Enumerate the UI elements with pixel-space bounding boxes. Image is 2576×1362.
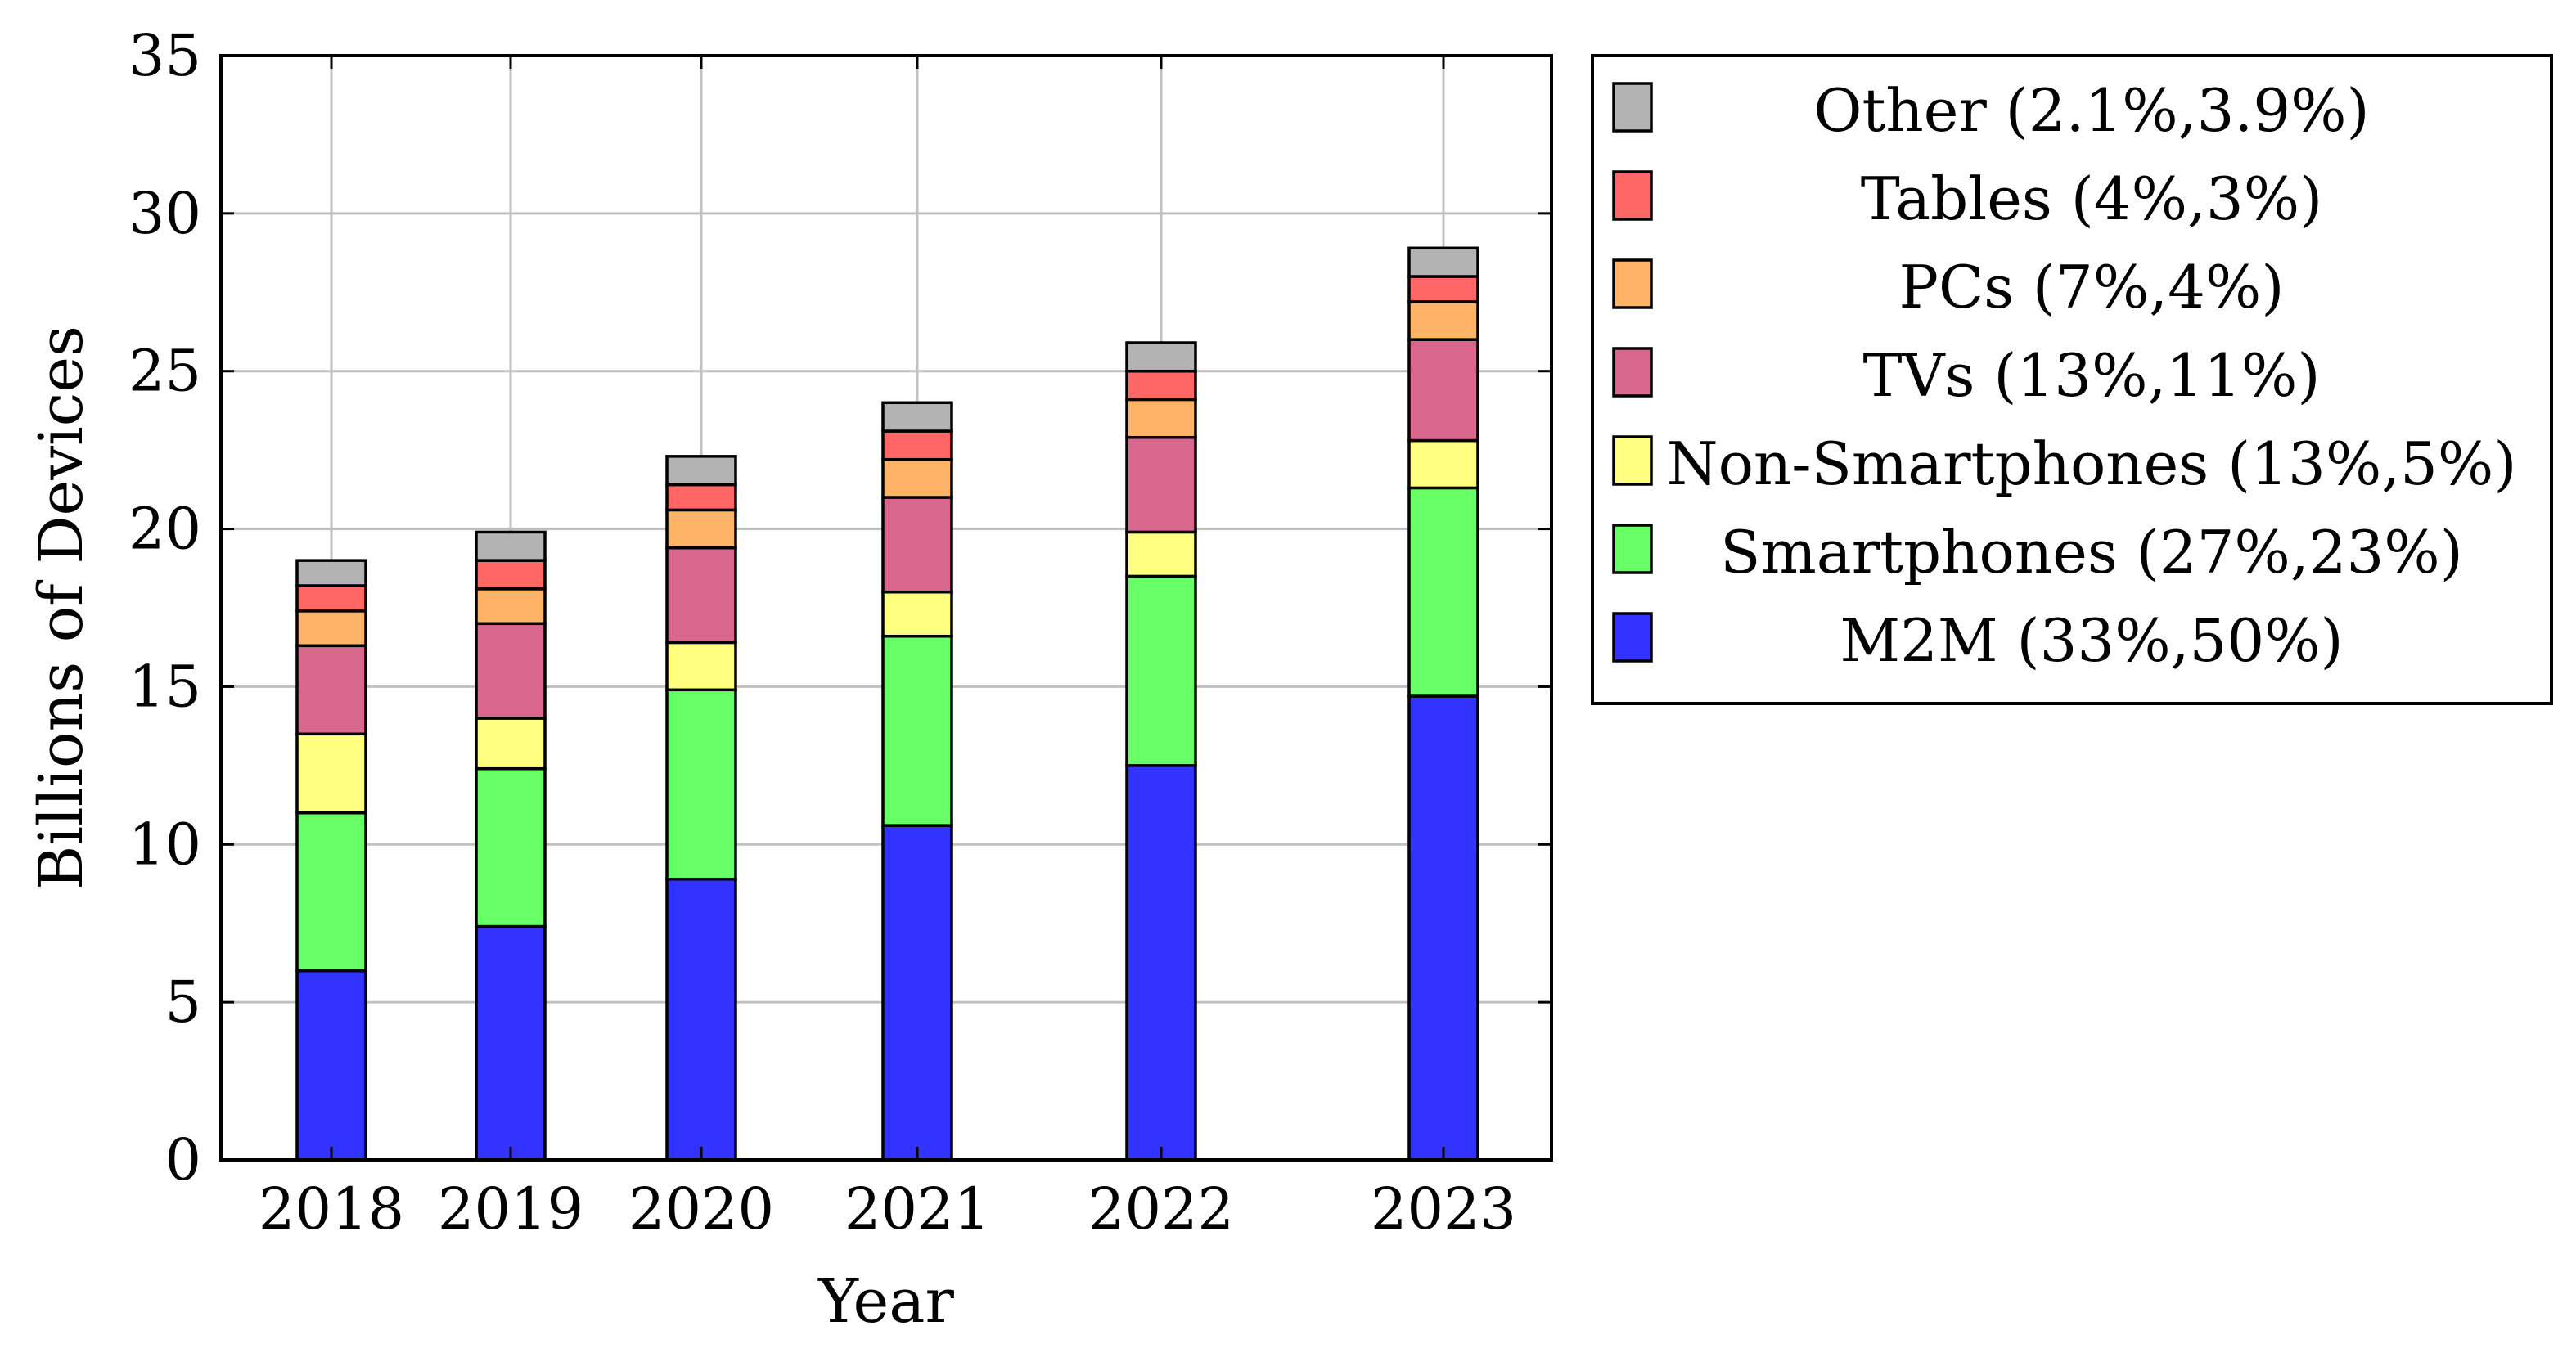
bar-segment — [1125, 530, 1197, 578]
x-tick-label: 2020 — [628, 1175, 774, 1243]
bar-segment — [665, 688, 737, 881]
legend-label: Smartphones (27%,23%) — [1720, 518, 2463, 587]
legend-swatch — [1612, 435, 1653, 486]
bar-segment — [475, 766, 547, 928]
y-tick-label: 35 — [128, 22, 201, 89]
bar-segment — [475, 622, 547, 720]
bar-segment — [1125, 341, 1197, 373]
bar-segment — [295, 609, 367, 648]
bar-segment — [295, 559, 367, 587]
bar-segment — [665, 483, 737, 512]
plot-frame — [219, 54, 1553, 1162]
bar-segment — [475, 717, 547, 771]
legend: Other (2.1%,3.9%) Tables (4%,3%) PCs (7%,4… — [1591, 54, 2553, 705]
bar-segment — [1407, 486, 1479, 698]
x-tick-label: 2021 — [844, 1175, 990, 1243]
bar-segment — [1407, 438, 1479, 490]
y-axis-label: Billions of Devices — [26, 326, 97, 890]
bar-segment — [881, 429, 953, 461]
legend-swatch — [1612, 347, 1653, 398]
x-axis-ticks: 2018 2019 2020 2021 2022 2023 — [259, 56, 1516, 1243]
bar-segment — [1407, 246, 1479, 278]
bar-segment — [881, 496, 953, 594]
y-tick-label: 30 — [128, 180, 201, 247]
x-tick-label: 2018 — [259, 1175, 404, 1243]
bar-segment — [881, 457, 953, 499]
bar-segment — [295, 732, 367, 815]
legend-label: Tables (4%,3%) — [1861, 164, 2322, 233]
bar-segment — [475, 559, 547, 591]
y-axis-ticks: 0 5 10 15 20 25 30 35 — [128, 22, 1551, 1193]
bar-segment — [1407, 300, 1479, 341]
bar-segment — [475, 587, 547, 626]
legend-label: Non-Smartphones (13%,5%) — [1667, 429, 2517, 498]
y-tick-label: 10 — [128, 811, 201, 878]
bar-segment — [1125, 574, 1197, 767]
legend-swatch — [1612, 524, 1653, 574]
bar-segment — [475, 530, 547, 562]
bar-segment — [475, 924, 547, 1162]
legend-label: M2M (33%,50%) — [1840, 606, 2343, 675]
bar-segment — [665, 508, 737, 550]
x-tick-label: 2023 — [1371, 1175, 1516, 1243]
bar-segment — [665, 877, 737, 1162]
bars — [295, 246, 1479, 1162]
y-tick-label: 25 — [128, 338, 201, 405]
bar-segment — [295, 644, 367, 736]
bar-segment — [1407, 338, 1479, 443]
legend-label: Other (2.1%,3.9%) — [1813, 76, 2369, 145]
legend-label: PCs (7%,4%) — [1899, 253, 2285, 321]
bar-segment — [1125, 369, 1197, 402]
x-axis-label: Year — [817, 1266, 954, 1337]
bar-segment — [665, 641, 737, 692]
bar-segment — [295, 811, 367, 973]
legend-swatch — [1612, 82, 1653, 133]
bar-segment — [881, 634, 953, 827]
bar-segment — [1125, 435, 1197, 534]
x-tick-label: 2019 — [438, 1175, 583, 1243]
bar-segment — [295, 584, 367, 613]
bar-segment — [665, 546, 737, 645]
bar-segment — [881, 590, 953, 638]
legend-swatch — [1612, 258, 1653, 309]
y-tick-label: 0 — [164, 1126, 201, 1193]
legend-swatch — [1612, 612, 1653, 663]
bar-segment — [1407, 694, 1479, 1162]
legend-swatch — [1612, 170, 1653, 221]
bar-segment — [1125, 398, 1197, 439]
y-tick-label: 20 — [128, 496, 201, 563]
bar-segment — [881, 401, 953, 433]
bar-segment — [1125, 764, 1197, 1162]
y-tick-label: 15 — [128, 653, 201, 720]
bar-segment — [665, 455, 737, 487]
legend-frame — [1591, 54, 2553, 705]
bar-segment — [1407, 275, 1479, 303]
bar-segment — [881, 824, 953, 1162]
legend-label: TVs (13%,11%) — [1863, 341, 2321, 410]
x-tick-label: 2022 — [1088, 1175, 1234, 1243]
bar-segment — [295, 969, 367, 1162]
y-tick-label: 5 — [164, 969, 201, 1036]
